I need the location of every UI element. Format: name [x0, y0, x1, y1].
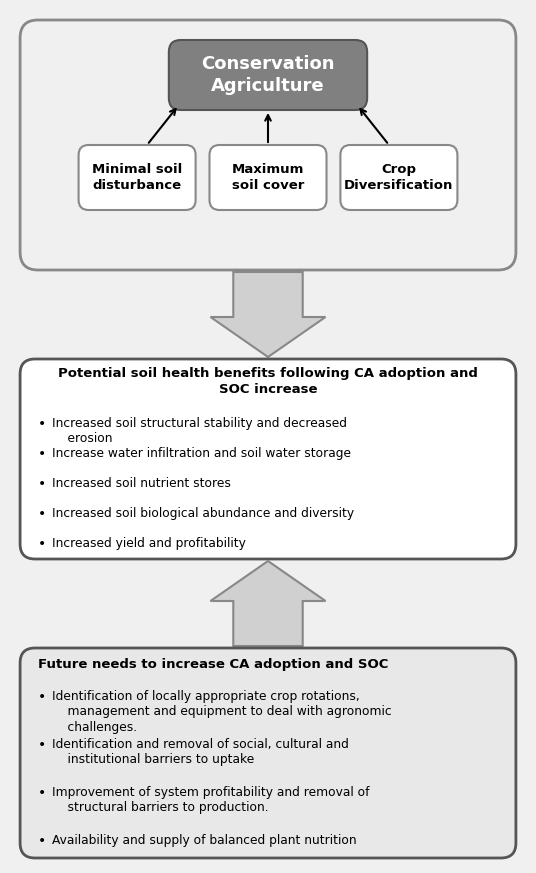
Text: Increased soil structural stability and decreased
    erosion: Increased soil structural stability and …	[52, 417, 347, 445]
FancyBboxPatch shape	[340, 145, 457, 210]
Text: Increased soil biological abundance and diversity: Increased soil biological abundance and …	[52, 507, 354, 520]
Text: Conservation
Agriculture: Conservation Agriculture	[201, 55, 335, 95]
Text: Maximum
soil cover: Maximum soil cover	[232, 163, 304, 192]
Text: Identification and removal of social, cultural and
    institutional barriers to: Identification and removal of social, cu…	[52, 738, 349, 766]
Text: Potential soil health benefits following CA adoption and
SOC increase: Potential soil health benefits following…	[58, 367, 478, 396]
FancyBboxPatch shape	[20, 20, 516, 270]
Text: •: •	[38, 447, 46, 461]
Text: •: •	[38, 738, 46, 752]
Text: Crop
Diversification: Crop Diversification	[344, 163, 453, 192]
Text: Increased yield and profitability: Increased yield and profitability	[52, 537, 245, 550]
Text: Increased soil nutrient stores: Increased soil nutrient stores	[52, 477, 230, 490]
FancyBboxPatch shape	[20, 359, 516, 559]
Text: Minimal soil
disturbance: Minimal soil disturbance	[92, 163, 182, 192]
Text: Availability and supply of balanced plant nutrition: Availability and supply of balanced plan…	[52, 834, 356, 847]
FancyBboxPatch shape	[169, 40, 367, 110]
Text: •: •	[38, 417, 46, 431]
FancyBboxPatch shape	[210, 145, 326, 210]
Text: •: •	[38, 786, 46, 800]
Text: •: •	[38, 507, 46, 521]
Text: •: •	[38, 537, 46, 551]
Text: •: •	[38, 690, 46, 704]
Text: Improvement of system profitability and removal of
    structural barriers to pr: Improvement of system profitability and …	[52, 786, 369, 815]
Polygon shape	[211, 561, 325, 646]
Text: •: •	[38, 834, 46, 848]
Text: •: •	[38, 477, 46, 491]
FancyBboxPatch shape	[20, 648, 516, 858]
Text: Future needs to increase CA adoption and SOC: Future needs to increase CA adoption and…	[38, 658, 388, 671]
Polygon shape	[211, 272, 325, 357]
Text: Identification of locally appropriate crop rotations,
    management and equipme: Identification of locally appropriate cr…	[52, 690, 391, 734]
Text: Increase water infiltration and soil water storage: Increase water infiltration and soil wat…	[52, 447, 351, 460]
FancyBboxPatch shape	[79, 145, 196, 210]
